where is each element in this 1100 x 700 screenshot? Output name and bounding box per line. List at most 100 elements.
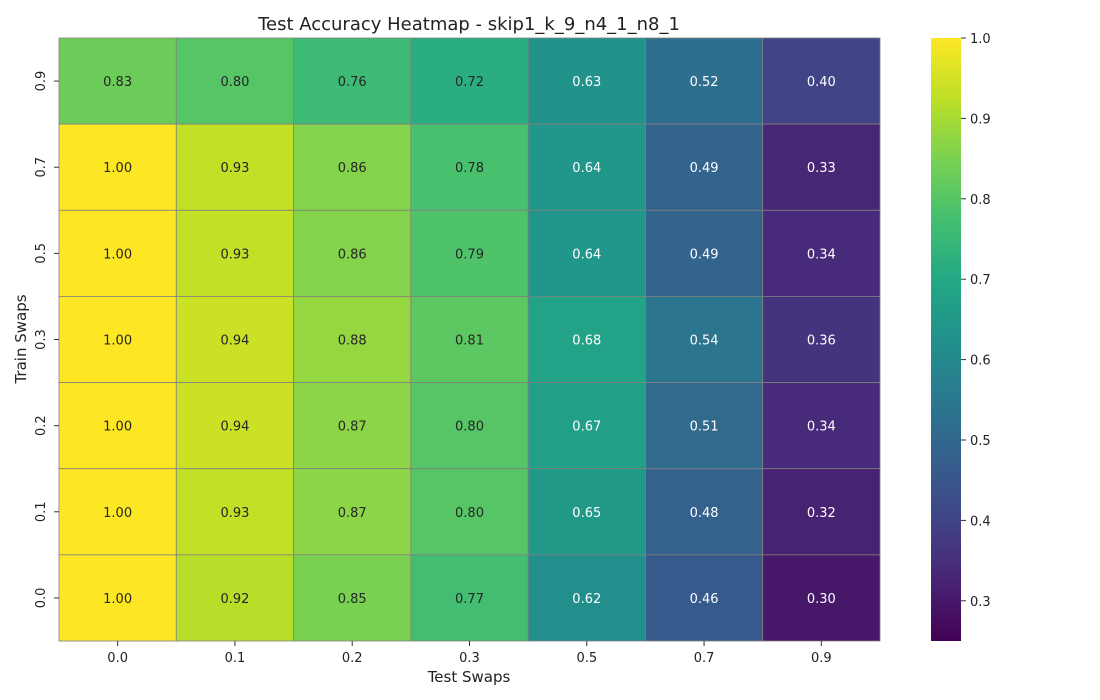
cell-value-label: 0.49 — [690, 247, 719, 262]
cell-value-label: 1.00 — [103, 420, 132, 435]
cell-value-label: 0.93 — [220, 161, 249, 176]
cell-value-label: 0.54 — [690, 334, 719, 349]
cell-value-label: 0.94 — [220, 420, 249, 435]
cell-value-label: 0.92 — [220, 592, 249, 607]
heatmap-cell — [58, 468, 177, 556]
cell-value-label: 0.40 — [807, 75, 836, 90]
heatmap-cell — [527, 209, 646, 297]
heatmap-cell — [410, 296, 529, 383]
heatmap-cell — [527, 37, 646, 125]
colorbar-tick-label: 0.6 — [970, 354, 991, 369]
cell-value-label: 0.67 — [572, 420, 601, 435]
cell-value-label: 0.86 — [338, 247, 367, 262]
cell-value-label: 0.83 — [103, 75, 132, 90]
x-axis-label: Test Swaps — [427, 668, 511, 686]
cell-value-label: 0.36 — [807, 334, 836, 349]
colorbar-tick-label: 0.3 — [970, 595, 991, 610]
heatmap-cell — [293, 554, 412, 642]
heatmap-cell — [58, 123, 177, 211]
x-tick-label: 0.0 — [107, 651, 128, 666]
heatmap-cell — [527, 468, 646, 556]
y-tick-label: 0.3 — [34, 329, 49, 350]
heatmap-cell — [293, 209, 412, 297]
cell-value-label: 0.76 — [338, 75, 367, 90]
cell-value-label: 1.00 — [103, 592, 132, 607]
cell-value-label: 0.62 — [572, 592, 601, 607]
heatmap-cell — [762, 468, 881, 556]
heatmap-cell — [762, 296, 881, 383]
cell-value-label: 1.00 — [103, 161, 132, 176]
cell-value-label: 0.86 — [338, 161, 367, 176]
heatmap-cell — [762, 554, 881, 642]
heatmap-cell — [175, 37, 294, 125]
y-tick-label: 0.2 — [34, 415, 49, 436]
cell-value-label: 0.30 — [807, 592, 836, 607]
colorbar-tick-label: 0.7 — [970, 273, 991, 288]
cell-value-label: 0.87 — [338, 506, 367, 521]
y-tick-label: 0.5 — [34, 243, 49, 264]
cell-value-label: 0.72 — [455, 75, 484, 90]
heatmap-cell — [762, 209, 881, 297]
y-tick-label: 0.1 — [34, 501, 49, 522]
cell-value-label: 1.00 — [103, 334, 132, 349]
cell-value-label: 0.46 — [690, 592, 719, 607]
heatmap-cell — [645, 37, 764, 125]
cell-value-label: 0.87 — [338, 420, 367, 435]
cell-value-label: 0.93 — [220, 247, 249, 262]
y-tick-label: 0.0 — [34, 588, 49, 609]
cell-value-label: 0.32 — [807, 506, 836, 521]
heatmap-cell — [175, 468, 294, 556]
cell-value-label: 0.80 — [455, 420, 484, 435]
cell-value-label: 0.48 — [690, 506, 719, 521]
x-tick-label: 0.5 — [576, 651, 597, 666]
heatmap-cell — [410, 554, 529, 642]
heatmap-cell — [410, 209, 529, 297]
chart-title: Test Accuracy Heatmap - skip1_k_9_n4_1_n… — [257, 14, 680, 35]
heatmap-cell — [762, 123, 881, 211]
x-tick-label: 0.9 — [811, 651, 832, 666]
cell-value-label: 0.68 — [572, 334, 601, 349]
heatmap-cell — [645, 123, 764, 211]
x-axis: 0.0 0.1 0.2 0.3 0.5 0.7 0.9 — [107, 641, 832, 666]
y-axis-label: Train Swaps — [12, 294, 30, 384]
colorbar-tick-label: 1.0 — [970, 32, 991, 47]
cell-value-label: 0.79 — [455, 247, 484, 262]
heatmap-cell — [410, 37, 529, 125]
cell-value-label: 0.64 — [572, 161, 601, 176]
cell-value-label: 0.93 — [220, 506, 249, 521]
cell-value-label: 0.34 — [807, 420, 836, 435]
colorbar-gradient — [931, 38, 961, 641]
heatmap-cell — [645, 209, 764, 297]
cell-value-label: 0.63 — [572, 75, 601, 90]
heatmap-cell — [645, 554, 764, 642]
heatmap-cell-labels: 0.83 0.80 0.76 0.72 0.63 0.52 0.40 1.00 0.93 0.86… — [103, 75, 836, 607]
heatmap-cell — [527, 554, 646, 642]
cell-value-label: 0.64 — [572, 247, 601, 262]
heatmap-cell — [58, 37, 177, 125]
cell-value-label: 0.94 — [220, 334, 249, 349]
cell-value-label: 0.78 — [455, 161, 484, 176]
cell-value-label: 0.77 — [455, 592, 484, 607]
heatmap-cell — [58, 554, 177, 642]
colorbar-tick-label: 0.4 — [970, 514, 991, 529]
x-tick-label: 0.2 — [342, 651, 363, 666]
cell-value-label: 0.80 — [455, 506, 484, 521]
colorbar: 0.3 0.4 0.5 0.6 0.7 0.8 0.9 1.0 — [931, 32, 991, 641]
heatmap-cell — [293, 123, 412, 211]
heatmap-cells — [58, 37, 881, 642]
cell-value-label: 0.65 — [572, 506, 601, 521]
x-tick-label: 0.3 — [459, 651, 480, 666]
cell-value-label: 0.81 — [455, 334, 484, 349]
cell-value-label: 0.51 — [690, 420, 719, 435]
heatmap-cell — [527, 123, 646, 211]
heatmap-cell — [58, 209, 177, 297]
heatmap-cell — [762, 382, 881, 470]
cell-value-label: 0.88 — [338, 334, 367, 349]
cell-value-label: 0.52 — [690, 75, 719, 90]
cell-value-label: 0.80 — [220, 75, 249, 90]
x-tick-label: 0.1 — [225, 651, 246, 666]
heatmap-cell — [175, 296, 294, 383]
cell-value-label: 0.49 — [690, 161, 719, 176]
heatmap-cell — [58, 382, 177, 470]
